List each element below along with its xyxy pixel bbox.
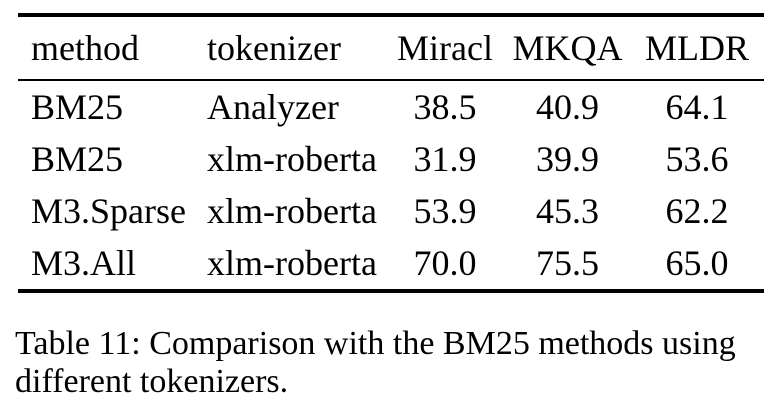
tokenizer-cell: xlm-roberta [207, 191, 377, 231]
score-cell: 62.2 [665, 191, 729, 231]
table-row: M3.All xlm-roberta 70.0 75.5 65.0 [18, 237, 764, 291]
tokenizer-cell: xlm-roberta [207, 243, 377, 283]
score-cell: 45.3 [536, 191, 599, 231]
column-header-tokenizer: tokenizer [200, 15, 385, 81]
score-cell: 40.9 [536, 87, 599, 127]
tokenizer-cell: xlm-roberta [207, 139, 377, 179]
column-header-mldr: MLDR [630, 15, 764, 81]
score-cell: 53.9 [413, 191, 477, 231]
method-cell: BM25 [31, 139, 124, 179]
method-cell: M3.All [31, 243, 137, 283]
score-cell: 64.1 [665, 87, 729, 127]
score-cell: 53.6 [665, 139, 729, 179]
table-caption: Table 11: Comparison with the BM25 metho… [15, 325, 736, 400]
method-cell: BM25 [31, 87, 124, 127]
results-table: method tokenizer Miracl MKQA MLDR BM25 Analyz… [18, 13, 764, 293]
table-row: M3.Sparse xlm-roberta 53.9 45.3 62.2 [18, 185, 764, 237]
table-row: BM25 Analyzer 38.5 40.9 64.1 [18, 80, 764, 133]
score-cell: 38.5 [413, 87, 477, 127]
table-header: method tokenizer Miracl MKQA MLDR [18, 15, 764, 81]
score-cell: 31.9 [413, 139, 477, 179]
table-row: BM25 xlm-roberta 31.9 39.9 53.6 [18, 133, 764, 185]
table-header-row: method tokenizer Miracl MKQA MLDR [18, 15, 764, 81]
column-header-miracl: Miracl [385, 15, 505, 81]
score-cell: 65.0 [665, 243, 729, 283]
table-body: BM25 Analyzer 38.5 40.9 64.1 BM25 xlm-roberta 3… [18, 80, 764, 291]
method-cell: M3.Sparse [31, 191, 186, 231]
tokenizer-cell: Analyzer [207, 87, 339, 127]
score-cell: 39.9 [536, 139, 599, 179]
score-cell: 75.5 [536, 243, 599, 283]
score-cell: 70.0 [413, 243, 477, 283]
column-header-method: method [18, 15, 200, 81]
column-header-mkqa: MKQA [505, 15, 630, 81]
